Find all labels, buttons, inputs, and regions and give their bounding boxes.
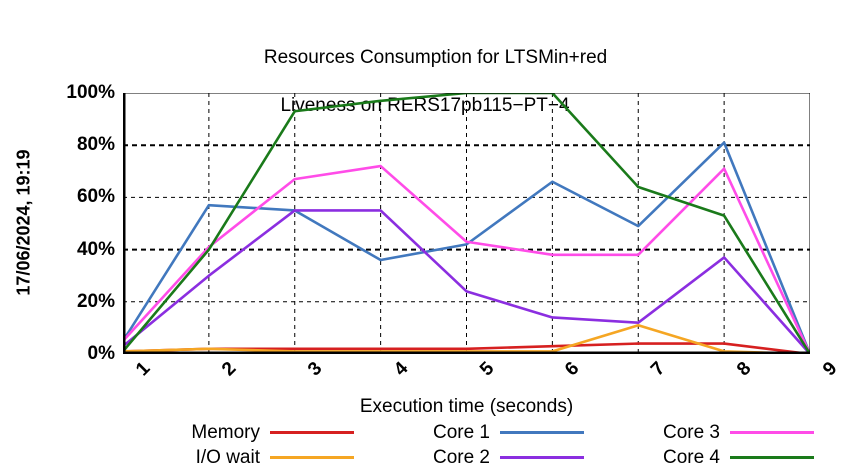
plot-area [123, 93, 810, 354]
chart-title-line-1: Resources Consumption for LTSMin+red [263, 47, 608, 68]
x-axis-tick-4: 4 [389, 358, 413, 381]
legend-label-core-2: Core 2 [432, 446, 490, 468]
legend-swatch-io-wait [270, 456, 354, 459]
legend-entry-core-4[interactable]: Core 4 [600, 445, 830, 470]
x-axis-tick-7: 7 [647, 358, 670, 381]
legend-entry-core-2[interactable]: Core 2 [370, 445, 600, 470]
legend-entry-core-1[interactable]: Core 1 [370, 420, 600, 445]
legend-entry-core-3[interactable]: Core 3 [600, 420, 830, 445]
series-line-core-2 [123, 209, 810, 354]
legend-label-core-4: Core 4 [662, 446, 720, 468]
series-line-core-1 [123, 141, 810, 354]
y-axis-tick-100: 100% [66, 82, 115, 103]
y-axis-tick-60: 60% [76, 186, 115, 208]
x-axis-tick-6: 6 [561, 358, 584, 381]
legend-swatch-core-4 [730, 456, 814, 459]
legend-swatch-memory [270, 431, 354, 434]
legend-swatch-core-3 [730, 431, 814, 434]
legend-entry-io-wait[interactable]: I/O wait [140, 445, 370, 470]
y-axis-tick-20: 20% [76, 290, 115, 312]
chart-legend: Memory I/O wait Core 1 Core 2 Core 3 Core 4 [140, 420, 840, 470]
legend-entry-memory[interactable]: Memory [140, 420, 370, 445]
x-axis-tick-5: 5 [475, 358, 498, 381]
y-axis-tick-40: 40% [76, 238, 115, 260]
x-axis-tick-8: 8 [733, 358, 756, 381]
x-axis-tick-9: 9 [819, 358, 842, 381]
y-axis-tick-80: 80% [76, 134, 115, 156]
chart-title: Resources Consumption for LTSMin+red Liv… [0, 22, 850, 166]
series-line-core-4 [123, 93, 810, 354]
legend-label-core-3: Core 3 [662, 421, 720, 443]
legend-label-io-wait: I/O wait [195, 446, 260, 468]
series-line-i-o-wait [123, 323, 810, 354]
legend-swatch-core-2 [500, 456, 584, 459]
series-line-core-3 [123, 164, 810, 354]
y-axis-tick-labels: 0% 20% 40% 60% 80% 100% [0, 0, 123, 475]
legend-column-2: Core 1 Core 2 [370, 420, 600, 470]
x-axis-tick-1: 1 [132, 358, 155, 381]
legend-column-3: Core 3 Core 4 [600, 420, 830, 470]
legend-swatch-core-1 [500, 431, 584, 434]
chart-canvas [123, 93, 810, 354]
x-axis-tick-3: 3 [303, 358, 327, 381]
x-axis-title: Execution time (seconds) [359, 396, 574, 417]
legend-label-memory: Memory [191, 421, 260, 443]
y-axis-tick-0: 0% [87, 343, 115, 364]
legend-column-1: Memory I/O wait [140, 420, 370, 470]
x-axis-tick-2: 2 [217, 358, 241, 381]
legend-label-core-1: Core 1 [432, 421, 490, 443]
